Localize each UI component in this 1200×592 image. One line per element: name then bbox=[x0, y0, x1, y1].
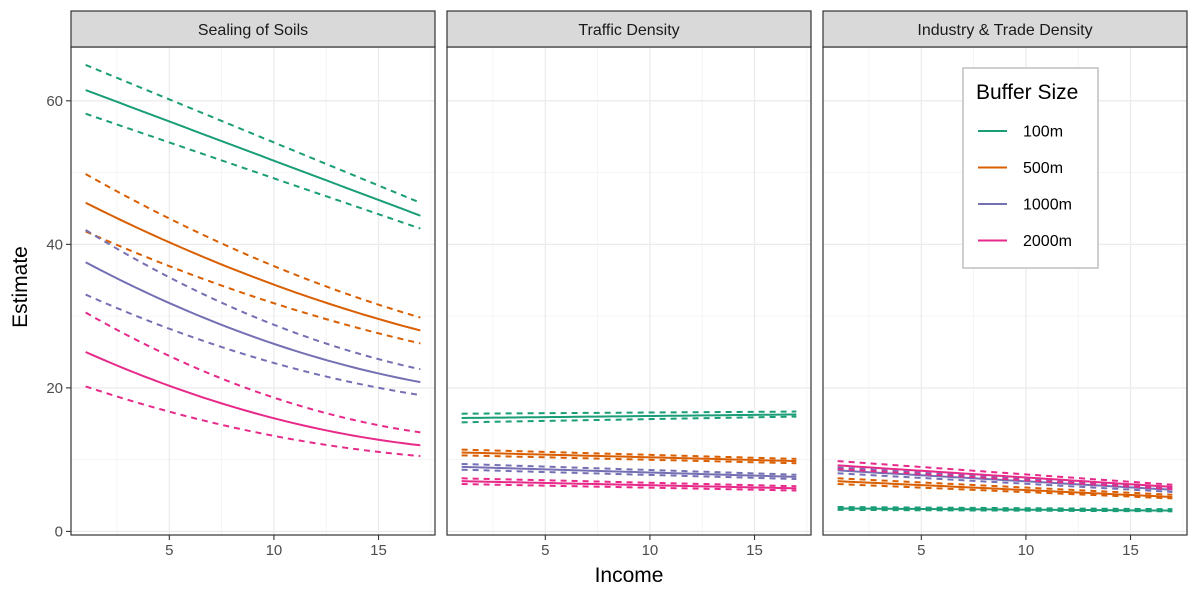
estimate-line-500m bbox=[461, 451, 797, 463]
legend-label-2000m: 2000m bbox=[1023, 233, 1072, 250]
x-tick-label: 10 bbox=[266, 542, 283, 559]
panel-title: Traffic Density bbox=[578, 22, 679, 39]
y-tick-label: 40 bbox=[46, 236, 63, 253]
legend: Buffer Size 100m 500m 1000m 2000m bbox=[962, 67, 1099, 269]
panel-2: Traffic Density 5 10 15 bbox=[446, 10, 812, 559]
ci-upper-line-1000m bbox=[461, 462, 797, 476]
series-500m bbox=[85, 173, 421, 345]
ci-lower-line-500m bbox=[85, 230, 421, 345]
series-100m bbox=[85, 64, 421, 230]
ci-upper-line-100m bbox=[837, 506, 1173, 511]
series-2000m bbox=[837, 460, 1173, 491]
x-tick-label: 5 bbox=[541, 542, 549, 559]
estimate-line-100m bbox=[837, 507, 1173, 512]
panel-background bbox=[447, 47, 811, 535]
series-2000m bbox=[85, 311, 421, 458]
legend-label-1000m: 1000m bbox=[1023, 197, 1072, 214]
ci-upper-line-2000m bbox=[461, 477, 797, 488]
y-axis-title: Estimate bbox=[9, 246, 32, 328]
x-tick-label: 15 bbox=[1122, 542, 1139, 559]
x-axis-title: Income bbox=[595, 564, 664, 587]
ci-upper-line-500m bbox=[837, 477, 1173, 496]
estimate-line-100m bbox=[461, 413, 797, 420]
ci-lower-line-1000m bbox=[85, 293, 421, 397]
y-axis: 0 20 40 60 bbox=[46, 93, 71, 540]
ci-lower-line-2000m bbox=[461, 483, 797, 492]
ci-upper-line-500m bbox=[461, 448, 797, 460]
estimate-line-1000m bbox=[461, 465, 797, 478]
ci-lower-line-1000m bbox=[461, 468, 797, 481]
ci-lower-line-2000m bbox=[85, 385, 421, 458]
series-100m bbox=[837, 506, 1173, 513]
ci-upper-line-2000m bbox=[85, 311, 421, 434]
estimate-line-2000m bbox=[461, 480, 797, 490]
x-tick-label: 5 bbox=[165, 542, 173, 559]
ci-lower-line-500m bbox=[461, 454, 797, 465]
y-tick-label: 20 bbox=[46, 380, 63, 397]
y-tick-label: 0 bbox=[55, 523, 63, 540]
estimate-line-1000m bbox=[85, 261, 421, 384]
panel-1: Sealing of Soils 5 10 15 bbox=[70, 10, 436, 559]
legend-label-500m: 500m bbox=[1023, 160, 1063, 177]
y-tick-label: 60 bbox=[46, 93, 63, 110]
estimate-line-500m bbox=[85, 201, 421, 332]
ci-upper-line-1000m bbox=[85, 229, 421, 371]
panel-strip bbox=[70, 10, 436, 48]
panel-title: Industry & Trade Density bbox=[917, 22, 1092, 39]
ci-upper-line-100m bbox=[85, 64, 421, 204]
ci-lower-line-500m bbox=[837, 483, 1173, 500]
panel-background bbox=[71, 47, 435, 535]
x-tick-label: 10 bbox=[642, 542, 659, 559]
panel-strip bbox=[822, 10, 1188, 48]
ci-upper-line-100m bbox=[461, 410, 797, 415]
panel-strip bbox=[446, 10, 812, 48]
estimate-line-100m bbox=[85, 89, 421, 217]
ci-lower-line-100m bbox=[85, 112, 421, 230]
x-tick-label: 15 bbox=[370, 542, 387, 559]
series-1000m bbox=[461, 462, 797, 481]
ci-lower-line-2000m bbox=[837, 467, 1173, 491]
ci-upper-line-500m bbox=[85, 173, 421, 319]
series-100m bbox=[461, 410, 797, 424]
x-tick-label: 5 bbox=[917, 542, 925, 559]
estimate-line-2000m bbox=[837, 464, 1173, 488]
estimate-line-2000m bbox=[85, 351, 421, 447]
ci-lower-line-100m bbox=[461, 415, 797, 424]
x-tick-label: 15 bbox=[746, 542, 763, 559]
legend-title: Buffer Size bbox=[976, 81, 1078, 104]
legend-label-100m: 100m bbox=[1023, 124, 1063, 141]
ci-upper-line-2000m bbox=[837, 460, 1173, 486]
series-500m bbox=[837, 477, 1173, 500]
ci-lower-line-1000m bbox=[837, 472, 1173, 493]
panel-title: Sealing of Soils bbox=[198, 22, 308, 39]
x-tick-label: 10 bbox=[1018, 542, 1035, 559]
series-2000m bbox=[461, 477, 797, 492]
series-1000m bbox=[85, 229, 421, 397]
estimate-line-500m bbox=[837, 480, 1173, 498]
series-500m bbox=[461, 448, 797, 465]
